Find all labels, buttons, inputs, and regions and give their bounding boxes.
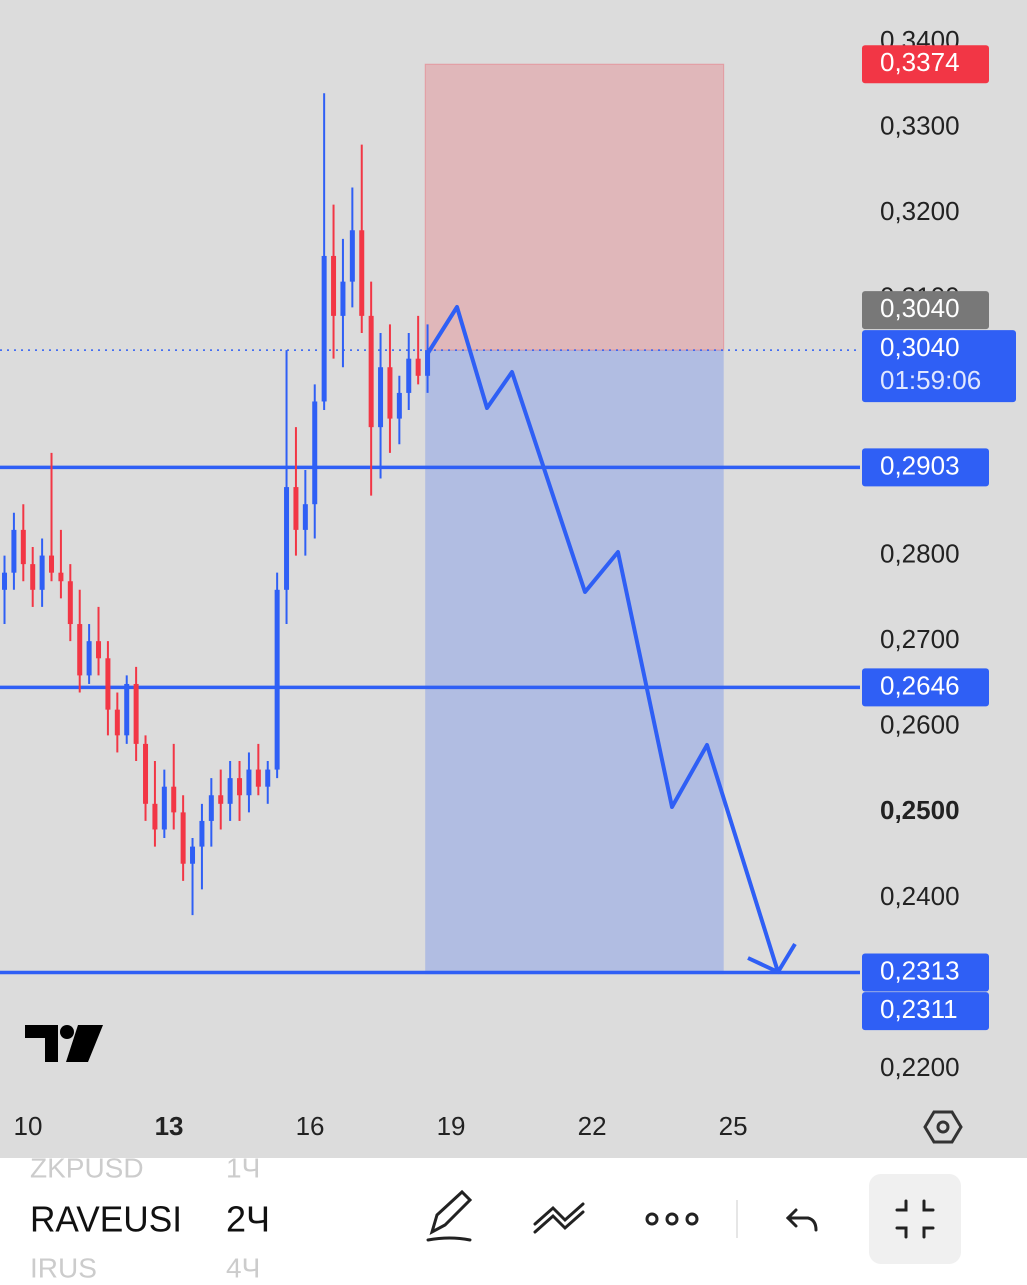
candle-body — [39, 555, 45, 590]
trend-icon[interactable] — [533, 1202, 585, 1234]
candle-body — [331, 255, 337, 316]
y-tick-label: 0,2500 — [880, 795, 960, 825]
candle-body — [359, 230, 365, 316]
candle-body — [387, 367, 393, 419]
draw-icon[interactable] — [426, 1189, 473, 1242]
level-badge — [862, 668, 989, 707]
candle-body — [20, 529, 26, 565]
y-tick-label: 0,2400 — [880, 881, 960, 911]
candle-body — [246, 769, 252, 796]
candle-body — [312, 401, 318, 505]
candle-body — [152, 803, 158, 830]
candle-body — [255, 769, 261, 787]
candle-body — [284, 487, 290, 590]
candle-body — [199, 820, 205, 847]
candle-body — [368, 315, 374, 428]
drawn-arrow — [426, 305, 797, 974]
candle-body — [30, 564, 36, 590]
candle-body — [143, 743, 149, 804]
candle-body — [133, 683, 139, 744]
entry-badge — [862, 291, 989, 330]
candle-body — [208, 795, 214, 821]
last-price-badge — [862, 330, 1016, 403]
target-badge — [862, 992, 989, 1031]
candle-body — [114, 709, 120, 736]
candle-body — [396, 392, 402, 419]
level-badge-label: 0,2903 — [880, 450, 960, 480]
collapse-icon[interactable] — [895, 1199, 935, 1239]
candle-body — [86, 641, 92, 676]
interval-item[interactable]: 1Ч — [226, 1152, 260, 1183]
candle-body — [237, 778, 243, 796]
undo-icon[interactable] — [785, 1208, 818, 1232]
candle-body — [105, 658, 111, 710]
level-badge — [862, 953, 989, 992]
candle-body — [2, 572, 8, 590]
y-tick-label: 0,2600 — [880, 710, 960, 740]
candle-body — [67, 581, 73, 625]
candle-body — [190, 846, 196, 864]
candle-body — [96, 641, 102, 659]
last-price-badge-label: 0,3040 — [880, 332, 960, 362]
candle-body — [302, 504, 308, 530]
interval-current[interactable]: 2Ч — [226, 1199, 270, 1240]
x-tick-label: 19 — [437, 1111, 466, 1141]
candle-body — [415, 358, 421, 376]
plot — [0, 63, 860, 975]
candle-body — [218, 795, 224, 804]
x-tick-label: 10 — [14, 1111, 43, 1141]
x-tick-label: 25 — [719, 1111, 748, 1141]
candle-body — [340, 281, 346, 316]
price-axis: 0,34000,33000,32000,31000,28000,27000,26… — [14, 25, 1016, 1141]
toolbar-bg — [0, 1158, 1027, 1280]
last-price-badge-label: 01:59:06 — [880, 365, 981, 395]
chart-bg — [0, 0, 1027, 1158]
tv-logo — [25, 1025, 103, 1062]
candle-body — [321, 255, 327, 402]
entry-badge-label: 0,3040 — [880, 293, 960, 323]
candle-body — [274, 589, 280, 770]
x-tick-label: 13 — [155, 1111, 184, 1141]
candle-body — [180, 812, 186, 864]
x-tick-label: 16 — [296, 1111, 325, 1141]
settings-icon[interactable] — [923, 1110, 963, 1144]
y-tick-label: 0,3300 — [880, 110, 960, 140]
candle-body — [11, 529, 17, 573]
candle-body — [378, 367, 384, 428]
x-tick-label: 22 — [578, 1111, 607, 1141]
candle-body — [406, 358, 412, 393]
y-tick-label: 0,2700 — [880, 624, 960, 654]
target-zone — [425, 350, 724, 975]
target-badge-label: 0,2311 — [880, 994, 958, 1024]
candle-body — [58, 572, 64, 582]
candle-body — [349, 230, 355, 282]
level-badge-label: 0,2313 — [880, 955, 960, 985]
candle-body — [425, 350, 431, 376]
stop-zone — [424, 63, 725, 351]
candle-body — [227, 778, 233, 804]
level-badge-label: 0,2646 — [880, 670, 960, 700]
candle-body — [161, 786, 167, 830]
candle-body — [171, 786, 177, 813]
more-icon[interactable] — [645, 1212, 699, 1226]
y-tick-label: 0,2800 — [880, 538, 960, 568]
symbol-item[interactable]: IRUS — [30, 1252, 97, 1283]
interval-item[interactable]: 4Ч — [226, 1252, 260, 1283]
candle-body — [124, 683, 130, 736]
candle-body — [49, 555, 55, 573]
symbol-item[interactable]: ZKPUSD — [30, 1152, 144, 1183]
stop-badge — [862, 45, 989, 84]
collapse-button[interactable] — [869, 1174, 961, 1264]
level-badge — [862, 448, 989, 487]
y-tick-label: 0,2200 — [880, 1052, 960, 1082]
candle-body — [293, 487, 299, 530]
symbol-current[interactable]: RAVEUSI — [30, 1199, 182, 1240]
y-tick-label: 0,3200 — [880, 196, 960, 226]
candle-body — [265, 769, 271, 787]
toolbar: ZKPUSD RAVEUSI IRUS 1Ч 2Ч 4Ч — [30, 1152, 961, 1283]
candle-body — [77, 624, 83, 676]
stop-badge-label: 0,3374 — [880, 47, 960, 77]
